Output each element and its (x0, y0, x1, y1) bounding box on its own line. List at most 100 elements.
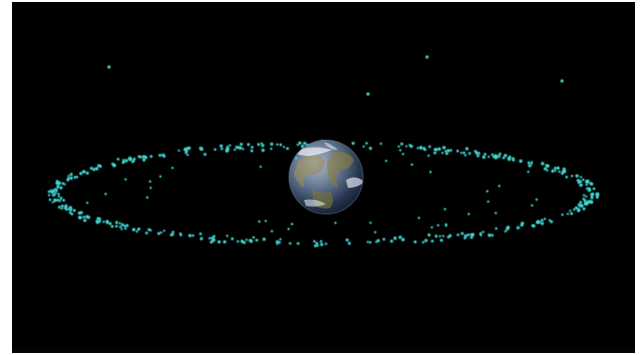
satellite-dot-icon (590, 196, 594, 200)
satellite-dot-icon (366, 92, 370, 96)
satellite-dot-icon (245, 238, 248, 241)
satellite-dot-icon (429, 170, 432, 174)
satellite-dot-icon (399, 149, 402, 152)
satellite-dot-icon (184, 151, 188, 154)
satellite-dot-icon (422, 241, 425, 244)
satellite-dot-icon (467, 212, 470, 216)
satellite-dot-icon (582, 197, 585, 201)
satellite-dot-icon (199, 146, 203, 150)
satellite-dot-icon (578, 180, 582, 184)
satellite-dot-icon (416, 146, 420, 150)
satellite-dot-icon (60, 196, 63, 200)
satellite-dot-icon (261, 143, 265, 148)
satellite-dot-icon (97, 164, 101, 168)
satellite-dot-icon (169, 233, 173, 237)
satellite-dot-icon (439, 238, 444, 242)
satellite-dot-icon (572, 208, 576, 211)
satellite-dot-icon (132, 227, 136, 232)
satellite-dot-icon (63, 183, 66, 186)
satellite-dot-icon (51, 201, 55, 204)
satellite-dot-icon (104, 192, 107, 196)
satellite-dot-icon (301, 145, 304, 148)
satellite-dot-icon (51, 193, 55, 197)
satellite-dot-icon (464, 153, 467, 157)
satellite-dot-icon (490, 233, 494, 237)
satellite-dot-icon (545, 164, 548, 167)
satellite-dot-icon (483, 152, 487, 156)
satellite-dot-icon (369, 221, 372, 224)
satellite-dot-icon (286, 147, 289, 150)
satellite-dot-icon (69, 172, 73, 176)
satellite-dot-icon (494, 211, 497, 215)
satellite-dot-icon (149, 229, 152, 232)
satellite-dot-icon (504, 230, 507, 233)
satellite-dot-icon (279, 238, 282, 241)
satellite-dot-icon (54, 188, 58, 192)
satellite-dot-icon (213, 148, 217, 151)
satellite-dot-icon (405, 145, 408, 148)
satellite-dot-icon (557, 167, 560, 170)
satellite-dot-icon (236, 240, 240, 243)
satellite-dot-icon (545, 169, 549, 172)
orbit-visualization (47, 55, 600, 353)
satellite-dot-icon (334, 221, 337, 225)
satellite-dot-icon (56, 198, 60, 202)
satellite-dot-icon (211, 236, 215, 240)
satellite-dot-icon (436, 224, 440, 227)
satellite-dot-icon (477, 152, 481, 155)
satellite-dot-icon (561, 213, 564, 217)
satellite-dot-icon (276, 143, 279, 146)
satellite-dot-icon (158, 153, 162, 157)
satellite-dot-icon (560, 79, 564, 83)
satellite-dot-icon (438, 235, 442, 238)
satellite-dot-icon (448, 234, 452, 238)
satellite-dot-icon (278, 241, 281, 244)
satellite-dot-icon (124, 159, 128, 163)
satellite-dot-icon (188, 233, 192, 238)
satellite-dot-icon (502, 156, 506, 160)
satellite-dot-icon (527, 170, 530, 173)
satellite-dot-icon (585, 187, 589, 190)
satellite-dot-icon (82, 215, 86, 219)
satellite-dot-icon (179, 232, 182, 235)
satellite-dot-icon (148, 180, 152, 183)
satellite-dot-icon (69, 176, 73, 180)
satellite-dot-icon (316, 244, 319, 247)
satellite-dot-icon (250, 145, 254, 149)
satellite-dot-icon (427, 154, 430, 157)
satellite-dot-icon (540, 161, 545, 166)
satellite-dot-icon (494, 227, 498, 230)
satellite-dot-icon (506, 225, 510, 229)
satellite-dot-icon (422, 146, 426, 150)
satellite-dot-icon (52, 189, 56, 193)
satellite-dot-icon (580, 204, 584, 207)
satellite-dot-icon (390, 239, 394, 243)
satellite-dot-icon (186, 153, 189, 157)
satellite-dot-icon (64, 204, 68, 208)
satellite-dot-icon (471, 232, 475, 236)
satellite-dot-icon (579, 200, 583, 204)
satellite-dot-icon (133, 157, 136, 160)
satellite-dot-icon (110, 224, 114, 228)
satellite-dot-icon (530, 161, 533, 164)
satellite-dot-icon (73, 175, 77, 179)
satellite-dot-icon (287, 227, 290, 231)
satellite-dot-icon (199, 232, 202, 236)
satellite-dot-icon (487, 155, 490, 158)
satellite-dot-icon (59, 186, 63, 190)
satellite-dot-icon (288, 242, 292, 245)
satellite-dot-icon (398, 235, 402, 239)
satellite-dot-icon (516, 226, 520, 230)
satellite-dot-icon (177, 149, 181, 152)
satellite-dot-icon (319, 240, 323, 243)
satellite-dot-icon (139, 155, 142, 159)
satellite-dot-icon (57, 195, 61, 198)
satellite-dot-icon (400, 142, 404, 146)
satellite-dot-icon (115, 220, 119, 225)
satellite-dot-icon (425, 55, 429, 59)
satellite-dot-icon (116, 157, 120, 161)
satellite-dot-icon (279, 143, 283, 147)
satellite-dot-icon (121, 223, 125, 227)
satellite-dot-icon (161, 153, 165, 157)
satellite-dot-icon (105, 219, 109, 224)
